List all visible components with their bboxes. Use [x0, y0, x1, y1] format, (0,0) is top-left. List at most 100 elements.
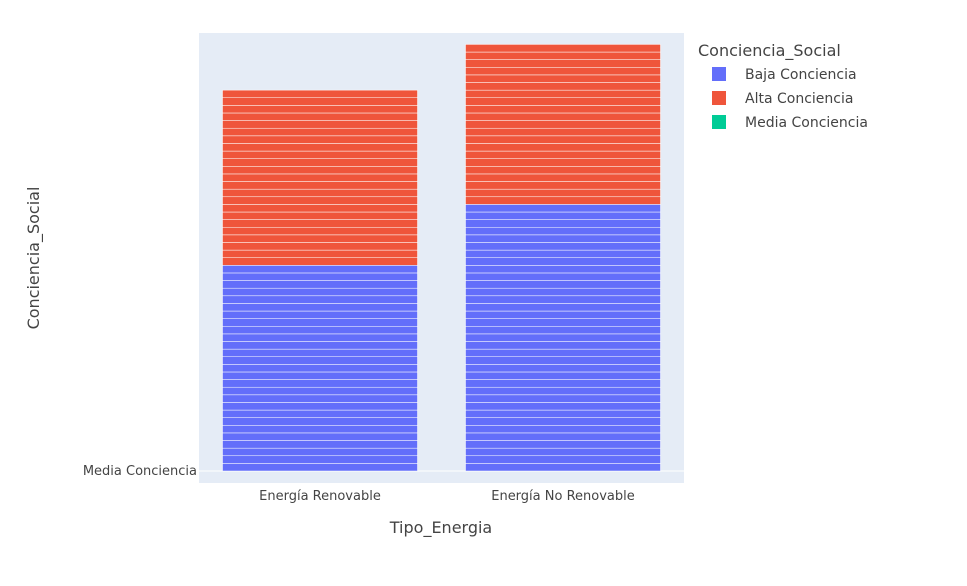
bar-segment[interactable]: [465, 120, 661, 129]
bar-segment[interactable]: [465, 447, 661, 457]
bar-segment[interactable]: [465, 364, 661, 373]
bar-segment[interactable]: [222, 371, 418, 380]
bar-segment[interactable]: [222, 272, 418, 281]
bar-segment[interactable]: [222, 234, 418, 243]
bar-segment[interactable]: [465, 402, 661, 411]
bar-segment[interactable]: [465, 219, 661, 228]
bar-segment[interactable]: [465, 150, 661, 159]
bar-segment[interactable]: [222, 364, 418, 373]
bar-segment[interactable]: [465, 265, 661, 274]
bar-segment[interactable]: [465, 105, 661, 114]
bar-segment[interactable]: [465, 440, 661, 449]
bar-segment[interactable]: [465, 318, 661, 327]
bar-segment[interactable]: [465, 432, 661, 441]
bar-segment[interactable]: [465, 82, 661, 91]
bar-segment[interactable]: [465, 249, 661, 258]
bar-segment[interactable]: [222, 120, 418, 129]
bar-segment[interactable]: [465, 188, 661, 198]
bar-segment[interactable]: [222, 249, 418, 258]
bar-segment[interactable]: [222, 158, 418, 167]
bar-segment[interactable]: [465, 196, 661, 205]
bar-segment[interactable]: [222, 135, 418, 144]
bar-segment[interactable]: [465, 44, 661, 53]
bar-segment[interactable]: [465, 386, 661, 396]
bar-segment[interactable]: [222, 409, 418, 418]
bar-segment[interactable]: [465, 356, 661, 365]
bar-segment[interactable]: [465, 74, 661, 83]
bar-segment[interactable]: [465, 226, 661, 236]
bar-segment[interactable]: [465, 97, 661, 106]
bar-segment[interactable]: [222, 89, 418, 98]
bar-segment[interactable]: [222, 143, 418, 152]
bar-segment[interactable]: [465, 173, 661, 182]
bar-segment[interactable]: [465, 303, 661, 312]
bar-segment[interactable]: [222, 166, 418, 175]
bar-segment[interactable]: [222, 280, 418, 289]
bar-segment[interactable]: [222, 226, 418, 236]
bar-segment[interactable]: [465, 310, 661, 319]
bar-segment[interactable]: [465, 166, 661, 175]
bar-segment[interactable]: [222, 379, 418, 388]
bar-segment[interactable]: [222, 105, 418, 114]
bar-segment[interactable]: [465, 463, 661, 472]
bar-segment[interactable]: [465, 234, 661, 243]
bar-segment[interactable]: [222, 211, 418, 220]
bar-segment[interactable]: [222, 310, 418, 319]
bar-segment[interactable]: [465, 143, 661, 152]
bar-segment[interactable]: [465, 371, 661, 380]
bar-segment[interactable]: [465, 158, 661, 167]
legend-item[interactable]: Media Conciencia: [712, 115, 868, 131]
bar-segment[interactable]: [465, 67, 661, 76]
bar-segment[interactable]: [465, 89, 661, 98]
bar-segment[interactable]: [465, 59, 661, 68]
bar-segment[interactable]: [465, 135, 661, 144]
bar-segment[interactable]: [222, 447, 418, 457]
bar-segment[interactable]: [222, 425, 418, 434]
bar-segment[interactable]: [222, 97, 418, 106]
bar-segment[interactable]: [465, 341, 661, 350]
bar-segment[interactable]: [465, 211, 661, 220]
bar-segment[interactable]: [222, 402, 418, 411]
bar-segment[interactable]: [465, 280, 661, 289]
bar-segment[interactable]: [222, 341, 418, 350]
bar-segment[interactable]: [465, 326, 661, 335]
bar-segment[interactable]: [465, 127, 661, 137]
bar-segment[interactable]: [465, 272, 661, 281]
bar-segment[interactable]: [465, 417, 661, 426]
bar-segment[interactable]: [222, 432, 418, 441]
bar-segment[interactable]: [465, 348, 661, 357]
bar-segment[interactable]: [222, 150, 418, 159]
bar-segment[interactable]: [222, 295, 418, 304]
bar-segment[interactable]: [222, 440, 418, 449]
bar-segment[interactable]: [465, 181, 661, 190]
bar-segment[interactable]: [222, 348, 418, 357]
legend-item[interactable]: Baja Conciencia: [712, 67, 857, 83]
bar-segment[interactable]: [465, 257, 661, 266]
bar-segment[interactable]: [465, 409, 661, 418]
bar-segment[interactable]: [222, 463, 418, 472]
bar-segment[interactable]: [465, 242, 661, 251]
legend-item[interactable]: Alta Conciencia: [712, 91, 853, 107]
bar-segment[interactable]: [222, 188, 418, 198]
bar-segment[interactable]: [222, 265, 418, 274]
bar-segment[interactable]: [222, 386, 418, 396]
bar-segment[interactable]: [465, 379, 661, 388]
bar-segment[interactable]: [222, 455, 418, 464]
bar-segment[interactable]: [222, 417, 418, 426]
bar-segment[interactable]: [222, 356, 418, 365]
bar-segment[interactable]: [465, 112, 661, 121]
bar-segment[interactable]: [222, 181, 418, 190]
bar-segment[interactable]: [222, 318, 418, 327]
bar-segment[interactable]: [465, 51, 661, 60]
bar-segment[interactable]: [222, 394, 418, 403]
bar-segment[interactable]: [222, 219, 418, 228]
bar-segment[interactable]: [465, 333, 661, 342]
bar-segment[interactable]: [465, 425, 661, 434]
bar-segment[interactable]: [222, 196, 418, 205]
bar-segment[interactable]: [222, 303, 418, 312]
bar-segment[interactable]: [222, 257, 418, 266]
bar-segment[interactable]: [222, 173, 418, 182]
bar-segment[interactable]: [222, 127, 418, 137]
bar-segment[interactable]: [222, 333, 418, 342]
bar-segment[interactable]: [222, 112, 418, 121]
